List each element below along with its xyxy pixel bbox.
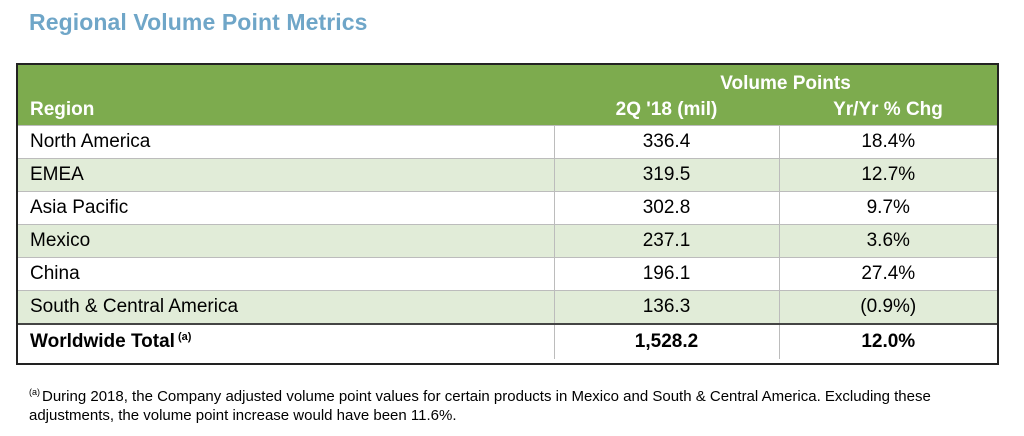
header-volume-points: Volume Points (720, 73, 851, 94)
row-change: 3.6% (778, 224, 997, 258)
footnote-marker: (a) (29, 387, 40, 397)
row-change: (0.9%) (778, 290, 997, 324)
table-row: Asia Pacific 302.8 9.7% (18, 191, 997, 225)
row-volume: 302.8 (553, 191, 779, 225)
total-label: Worldwide Total (30, 331, 175, 352)
row-region: China (18, 257, 554, 291)
header-row-super: Volume Points (18, 65, 997, 95)
table-row: China 196.1 27.4% (18, 257, 997, 291)
total-volume: 1,528.2 (553, 323, 779, 359)
table-row: North America 336.4 18.4% (18, 125, 997, 159)
table-row: Mexico 237.1 3.6% (18, 224, 997, 258)
table-row: South & Central America 136.3 (0.9%) (18, 290, 997, 324)
row-change: 9.7% (778, 191, 997, 225)
row-volume: 196.1 (553, 257, 779, 291)
header-empty-cell (18, 65, 554, 95)
row-change: 27.4% (778, 257, 997, 291)
header-region: Region (30, 99, 95, 120)
table-row: EMEA 319.5 12.7% (18, 158, 997, 192)
row-region: Mexico (18, 224, 554, 258)
total-region: Worldwide Total (a) (18, 323, 554, 359)
row-region: Asia Pacific (18, 191, 554, 225)
header-volume: 2Q '18 (mil) (615, 99, 718, 120)
header-change: Yr/Yr % Chg (833, 99, 943, 120)
row-volume: 136.3 (553, 290, 779, 324)
row-region: South & Central America (18, 290, 554, 324)
volume-table: Volume Points Region 2Q '18 (mil) Yr/Yr … (16, 63, 999, 365)
row-volume: 336.4 (553, 125, 779, 159)
row-region: North America (18, 125, 554, 159)
footnote-text: During 2018, the Company adjusted volume… (29, 388, 931, 424)
total-footnote-marker: (a) (177, 331, 192, 343)
row-volume: 319.5 (553, 158, 779, 192)
row-region: EMEA (18, 158, 554, 192)
row-change: 18.4% (778, 125, 997, 159)
metrics-table: Volume Points Region 2Q '18 (mil) Yr/Yr … (18, 65, 997, 359)
page-title: Regional Volume Point Metrics (29, 9, 368, 35)
row-volume: 237.1 (553, 224, 779, 258)
header-row: Region 2Q '18 (mil) Yr/Yr % Chg (18, 95, 997, 126)
row-change: 12.7% (778, 158, 997, 192)
total-row: Worldwide Total (a) 1,528.2 12.0% (18, 323, 997, 359)
footnote: (a) During 2018, the Company adjusted vol… (29, 383, 989, 425)
total-change: 12.0% (778, 323, 997, 359)
